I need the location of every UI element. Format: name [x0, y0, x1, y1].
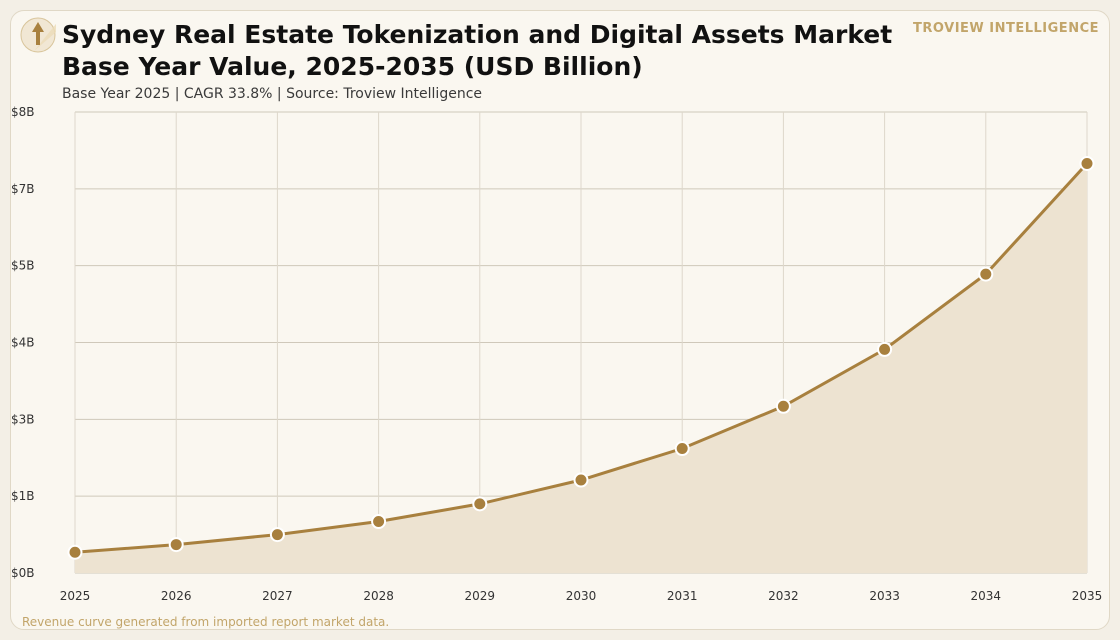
y-tick-label: $4B: [11, 336, 35, 350]
chart-title-line-2: Base Year Value, 2025-2035 (USD Billion): [62, 52, 643, 81]
data-point-2025: [67, 544, 83, 560]
data-point-2031: [674, 441, 690, 457]
chart-title-line-1: Sydney Real Estate Tokenization and Digi…: [62, 20, 893, 49]
area-chart: $0B$1B$3B$4B$5B$7B$8B 2025 2026 2027 2028 20…: [11, 105, 1103, 603]
x-tick-label: 2033: [869, 589, 900, 603]
chart-title: Sydney Real Estate Tokenization and Digi…: [62, 19, 892, 83]
data-point-2035: [1079, 155, 1095, 171]
data-point-2032: [775, 398, 791, 414]
chart-subtitle: Base Year 2025 | CAGR 33.8% | Source: Tr…: [62, 86, 483, 102]
x-tick-label: 2028: [363, 589, 394, 603]
logo-icon: [20, 17, 56, 53]
x-tick-label: 2030: [566, 589, 597, 603]
x-tick-label: 2029: [465, 589, 496, 603]
brand-label: TROVIEW INTELLIGENCE: [913, 21, 1099, 36]
y-tick-label: $3B: [11, 412, 35, 426]
x-tick-label: 2034: [971, 589, 1002, 603]
data-point-2033: [877, 341, 893, 357]
x-tick-label: 2035: [1072, 589, 1103, 603]
x-tick-label: 2026: [161, 589, 192, 603]
data-markers: [67, 155, 1095, 560]
data-point-2026: [168, 537, 184, 553]
x-axis-tick-labels: 2025 2026 2027 2028 2029 2030 2031 2032 2033 2034…: [60, 589, 1103, 603]
y-axis-tick-labels: $0B $1B $3B $4B $5B $7B $8B: [11, 105, 35, 580]
data-point-2028: [371, 514, 387, 530]
footer-note: Revenue curve generated from imported re…: [22, 615, 390, 629]
chart-card: Sydney Real Estate Tokenization and Digi…: [10, 10, 1110, 630]
x-tick-label: 2031: [667, 589, 698, 603]
data-point-2027: [269, 527, 285, 543]
data-point-2030: [573, 472, 589, 488]
data-point-2029: [472, 496, 488, 512]
x-tick-label: 2025: [60, 589, 91, 603]
y-tick-label: $5B: [11, 259, 35, 273]
y-tick-label: $1B: [11, 489, 35, 503]
area-fill: [75, 163, 1087, 573]
x-tick-label: 2032: [768, 589, 799, 603]
y-tick-label: $8B: [11, 105, 35, 119]
x-tick-label: 2027: [262, 589, 293, 603]
y-tick-label: $0B: [11, 566, 35, 580]
y-tick-label: $7B: [11, 182, 35, 196]
data-point-2034: [978, 266, 994, 282]
